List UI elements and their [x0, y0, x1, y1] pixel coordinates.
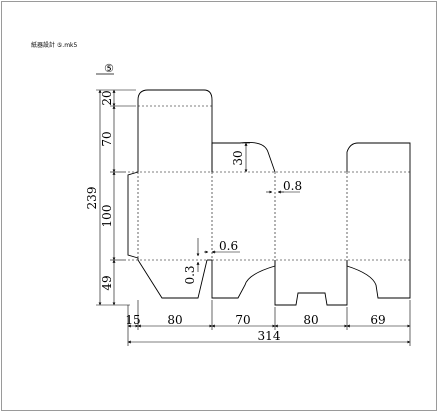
bottom-flap-2-outline — [211, 260, 276, 299]
bottom-flap-1-outline — [137, 258, 208, 299]
bottom-flap-3-outline — [274, 260, 348, 306]
dim-top-tuck-height: 20 — [100, 90, 114, 105]
dim-panel2-width: 70 — [235, 313, 250, 327]
file-title: 紙器設計 ⑤.mk5 — [31, 42, 78, 49]
dim-gap-lower: 0.6 — [219, 239, 238, 253]
figure-number: ⑤ — [104, 62, 114, 75]
dim-total-height: 239 — [85, 187, 99, 210]
dim-panel4-width: 69 — [370, 313, 385, 327]
dim-glue-flap-width: 15 — [125, 313, 140, 327]
dim-panel1-width: 80 — [167, 313, 182, 327]
cut-lines — [127, 89, 411, 306]
top-dust-flap-left-outline — [211, 141, 276, 173]
glue-flap-outline — [127, 171, 139, 259]
top-tuck-flap-outline — [137, 89, 213, 172]
dim-gap-upper: 0.8 — [283, 179, 302, 193]
gap-callouts — [196, 190, 300, 272]
top-dust-flap-right-outline — [346, 142, 411, 172]
horizontal-dimensions — [127, 300, 411, 346]
crease-lines — [128, 105, 410, 261]
vertical-dimensions — [96, 89, 250, 306]
dim-gap-vertical: 0.3 — [183, 265, 197, 284]
dim-bottom-height: 49 — [100, 275, 114, 290]
dim-panel3-width: 80 — [303, 313, 318, 327]
dim-top-flap-height: 70 — [100, 131, 114, 146]
bottom-flap-4-outline — [346, 260, 411, 299]
dim-total-width: 314 — [258, 329, 281, 343]
dim-dust-flap-height: 30 — [231, 150, 245, 165]
dim-body-height: 100 — [100, 205, 114, 228]
